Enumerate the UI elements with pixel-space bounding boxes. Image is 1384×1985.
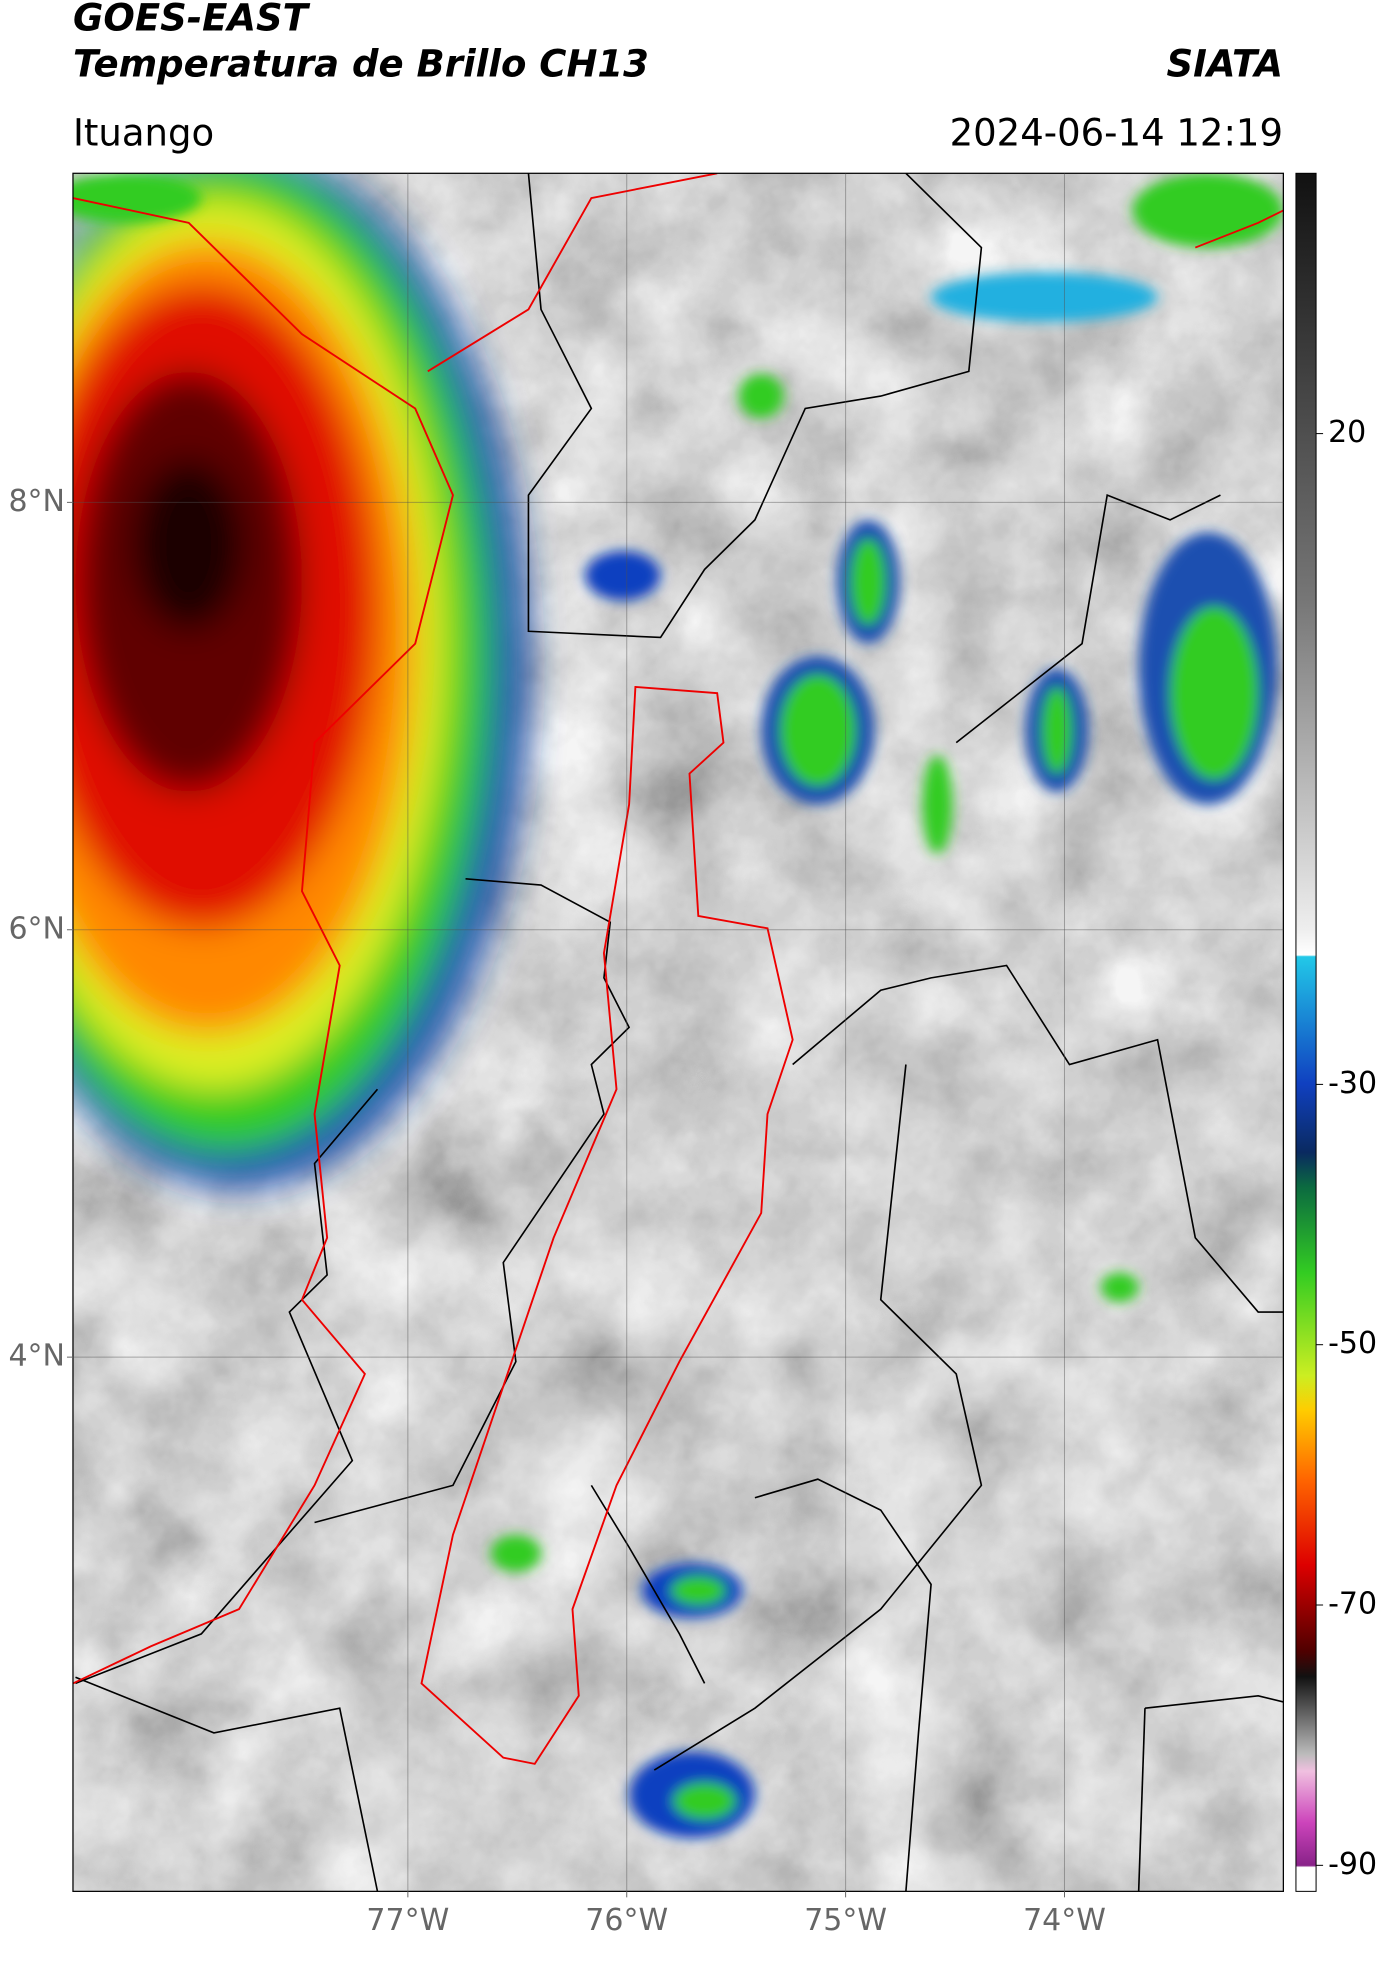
- title-line: Temperatura de Brillo CH13: [73, 43, 649, 86]
- colorbar-tick-label: -70: [1328, 1587, 1377, 1622]
- colorbar: [1295, 172, 1317, 1892]
- coast-and-boundary: [72, 173, 1284, 1765]
- location: Ituango: [73, 112, 214, 155]
- y-tick-label: 8°N: [8, 484, 65, 519]
- y-tick-label: 4°N: [8, 1339, 65, 1374]
- colorbar-tick-label: -30: [1328, 1066, 1377, 1101]
- datetime: 2024-06-14 12:19: [950, 112, 1283, 155]
- graticule-lines: [72, 173, 1284, 1892]
- colorbar-tick-label: -50: [1328, 1326, 1377, 1361]
- y-tick-label: 6°N: [8, 911, 65, 946]
- map-frame: [72, 172, 1284, 1892]
- colorbar-tick-label: 20: [1328, 415, 1366, 450]
- storm: [72, 173, 529, 1189]
- x-tick-label: 74°W: [1023, 1903, 1106, 1938]
- x-tick-label: 76°W: [585, 1903, 668, 1938]
- study-region: [420, 685, 794, 1765]
- colorbar-tick-label: -90: [1328, 1847, 1377, 1882]
- x-tick-label: 77°W: [366, 1903, 449, 1938]
- title-line: GOES-EAST: [73, 0, 311, 40]
- admin-borders: [75, 173, 1284, 1892]
- brand: SIATA: [1166, 43, 1283, 86]
- convective-cells: [72, 173, 1284, 1839]
- x-tick-label: 75°W: [804, 1903, 887, 1938]
- map: [72, 172, 1317, 1892]
